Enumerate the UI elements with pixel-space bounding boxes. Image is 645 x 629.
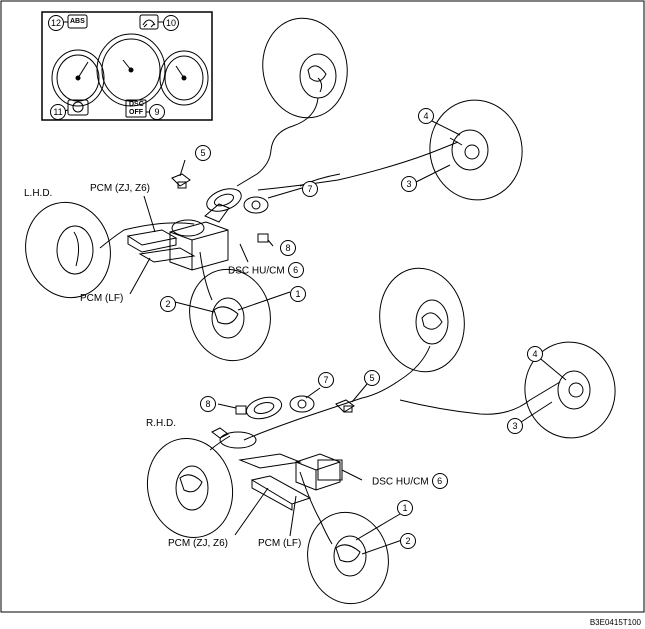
callout-3-lhd: 3 <box>401 176 417 192</box>
callout-4-rhd: 4 <box>527 346 543 362</box>
rhd-pcm-lf-label: PCM (LF) <box>258 538 302 549</box>
lhd-section-label: L.H.D. <box>24 188 53 199</box>
off-lamp-text: OFF <box>129 109 143 116</box>
abs-lamp-text: ABS <box>70 18 85 25</box>
instrument-cluster-inset <box>41 11 213 121</box>
lhd-layout <box>25 17 523 362</box>
callout-7-rhd: 7 <box>318 372 334 388</box>
callout-6-rhd: 6 <box>431 473 448 489</box>
callout-9: 9 <box>149 104 165 120</box>
rhd-layout <box>146 267 616 605</box>
dsc-lamp-text: DSC <box>129 101 144 108</box>
lhd-dsc-label: DSC HU/CM 6 <box>228 262 304 279</box>
lhd-pcm-lf-label: PCM (LF) <box>80 293 124 304</box>
callout-6-lhd: 6 <box>287 262 304 278</box>
callout-2-rhd: 2 <box>400 533 416 549</box>
rhd-section-label: R.H.D. <box>146 418 176 429</box>
callout-5-lhd: 5 <box>195 145 211 161</box>
callout-1-lhd: 1 <box>290 286 306 302</box>
callout-11: 11 <box>50 104 66 120</box>
rhd-pcm-zj-label: PCM (ZJ, Z6) <box>168 538 228 549</box>
rhd-dsc-text: DSC HU/CM <box>372 476 429 488</box>
lhd-dsc-text: DSC HU/CM <box>228 265 285 277</box>
callout-4-lhd: 4 <box>418 108 434 124</box>
callout-10: 10 <box>163 15 179 31</box>
callout-5-rhd: 5 <box>364 370 380 386</box>
figure-frame <box>0 0 645 613</box>
callout-8-rhd: 8 <box>200 396 216 412</box>
callout-12: 12 <box>48 15 64 31</box>
callout-3-rhd: 3 <box>507 418 523 434</box>
figure-code: B3E0415T100 <box>589 618 641 627</box>
callout-8-lhd: 8 <box>280 240 296 256</box>
rhd-dsc-label: DSC HU/CM 6 <box>372 473 448 490</box>
callout-2-lhd: 2 <box>160 296 176 312</box>
lhd-pcm-zj-label: PCM (ZJ, Z6) <box>90 183 150 194</box>
callout-7-lhd: 7 <box>302 181 318 197</box>
callout-1-rhd: 1 <box>397 500 413 516</box>
